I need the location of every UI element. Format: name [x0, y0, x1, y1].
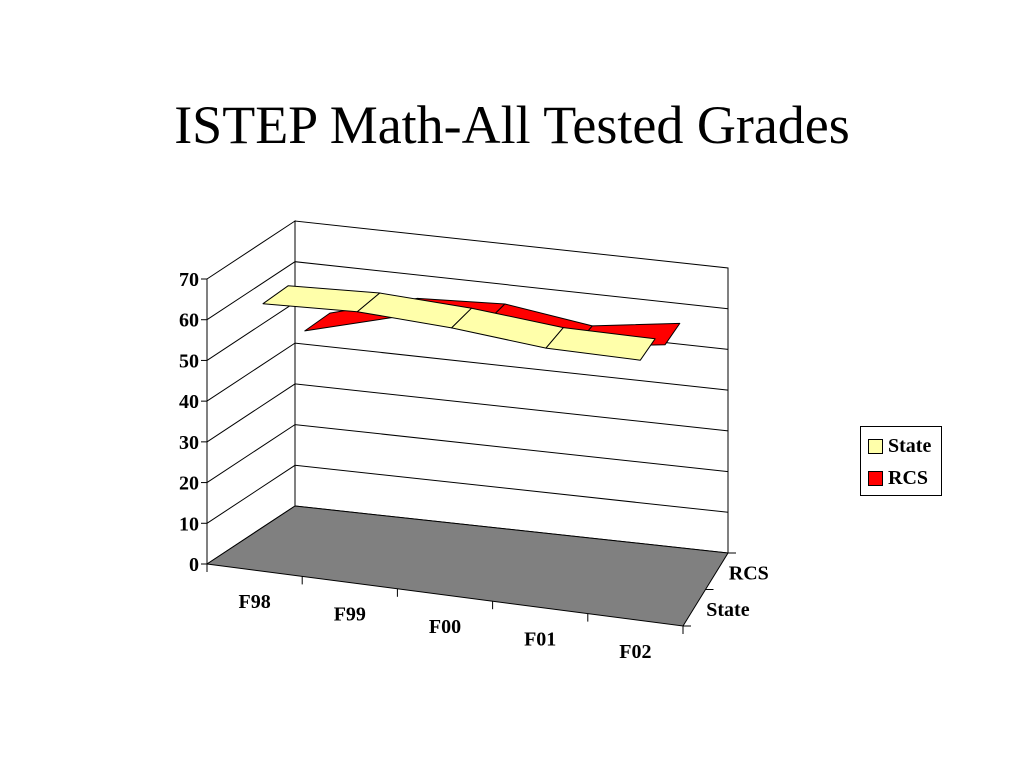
legend-label-rcs: RCS	[888, 466, 929, 489]
y-tick-label: 10	[179, 513, 199, 535]
x-tick-label: F98	[238, 591, 270, 613]
gridline	[206, 464, 729, 524]
legend-item-state: State	[868, 435, 931, 457]
back-wall	[294, 220, 729, 554]
x-tick-label: F02	[619, 641, 651, 663]
gridline	[206, 342, 729, 402]
legend: State RCS	[860, 426, 942, 496]
gridline	[206, 424, 729, 484]
x-tick-label: F01	[524, 628, 556, 650]
legend-item-rcs: RCS	[868, 467, 928, 489]
legend-swatch-state	[868, 438, 883, 454]
y-tick-label: 60	[179, 310, 199, 332]
y-tick-label: 40	[179, 391, 199, 413]
gridline	[206, 261, 729, 321]
series-state-segment	[545, 327, 656, 361]
x-tick-label: F00	[429, 616, 461, 638]
depth-tick-label: State	[706, 599, 749, 621]
legend-label-state: State	[888, 434, 932, 457]
y-tick-label: 20	[179, 473, 199, 495]
depth-tick-label: RCS	[729, 562, 769, 584]
legend-swatch-rcs	[868, 470, 883, 486]
page-title: ISTEP Math-All Tested Grades	[174, 95, 850, 155]
x-tick-label: F99	[334, 604, 366, 626]
y-tick-label: 50	[179, 350, 199, 372]
y-tick-label: 30	[179, 432, 199, 454]
y-tick-label: 0	[189, 554, 199, 576]
y-tick-label: 70	[179, 269, 199, 291]
gridline	[206, 383, 729, 443]
